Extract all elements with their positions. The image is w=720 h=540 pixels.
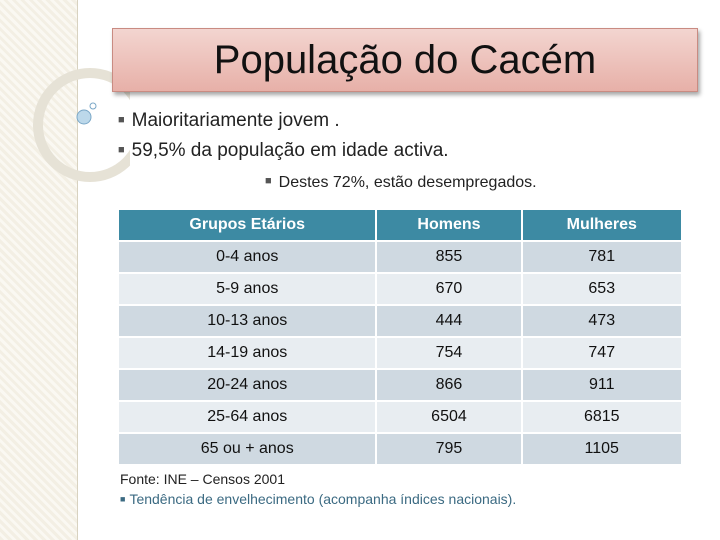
table-cell: 855 <box>377 242 523 272</box>
table-cell: 670 <box>377 274 523 304</box>
header-cell: Grupos Etários <box>119 210 378 240</box>
table-cell: 754 <box>377 338 523 368</box>
decor-circles <box>33 68 130 182</box>
header-cell: Mulheres <box>522 210 683 240</box>
header-row: Grupos Etários Homens Mulheres <box>119 210 683 240</box>
table-cell: 25-64 anos <box>119 402 378 432</box>
table-cell: 6504 <box>377 402 523 432</box>
table-cell: 866 <box>377 370 523 400</box>
table-cell: 781 <box>522 242 683 272</box>
note: ■ Tendência de envelhecimento (acompanha … <box>120 491 517 507</box>
bullet-text: Maioritariamente jovem . <box>131 110 340 131</box>
table-row: 20-24 anos 866 911 <box>119 370 683 400</box>
bullet-text: 59,5% da população em idade activa. <box>131 140 449 161</box>
table-row: 14-19 anos 754 747 <box>119 338 683 368</box>
table-cell: 14-19 anos <box>119 338 378 368</box>
table-cell: 795 <box>377 434 523 464</box>
sub-bullet: ■ Destes 72%, estão desempregados. <box>265 174 537 191</box>
table-row: 25-64 anos 6504 6815 <box>119 402 683 432</box>
slide-title: População do Cacém <box>112 28 698 92</box>
table-cell: 6815 <box>522 402 683 432</box>
decor-strip <box>0 0 78 540</box>
table-row: 10-13 anos 444 473 <box>119 306 683 336</box>
note-text: Tendência de envelhecimento (acompanha í… <box>129 491 517 507</box>
header-cell: Homens <box>377 210 523 240</box>
table-cell: 444 <box>377 306 523 336</box>
table-cell: 0-4 anos <box>119 242 378 272</box>
table-cell: 1105 <box>522 434 683 464</box>
table-cell: 10-13 anos <box>119 306 378 336</box>
table-cell: 911 <box>522 370 683 400</box>
table-cell: 65 ou + anos <box>119 434 378 464</box>
table-cell: 653 <box>522 274 683 304</box>
table-cell: 747 <box>522 338 683 368</box>
bullet: ■ Maioritariamente jovem . <box>118 110 340 131</box>
bullet: ■ 59,5% da população em idade activa. <box>118 140 449 161</box>
sub-bullet-text: Destes 72%, estão desempregados. <box>278 174 537 191</box>
source: Fonte: INE – Censos 2001 <box>120 471 285 487</box>
table-cell: 473 <box>522 306 683 336</box>
table-row: 0-4 anos 855 781 <box>119 242 683 272</box>
table: Grupos Etários Homens Mulheres 0-4 anos 855 7… <box>119 208 683 466</box>
table-cell: 20-24 anos <box>119 370 378 400</box>
table-cell: 5-9 anos <box>119 274 378 304</box>
table-row: 65 ou + anos 795 1105 <box>119 434 683 464</box>
table-row: 5-9 anos 670 653 <box>119 274 683 304</box>
